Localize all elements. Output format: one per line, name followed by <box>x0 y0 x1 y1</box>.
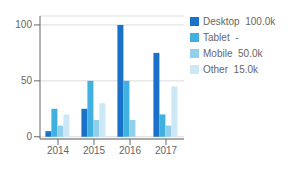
svg-text:2014: 2014 <box>47 145 70 156</box>
svg-text:2017: 2017 <box>155 145 178 156</box>
html-text:Tablet -: Tablet - <box>203 32 239 43</box>
svg-text:0: 0 <box>26 131 32 142</box>
svg-text:2015: 2015 <box>83 145 106 156</box>
html-text:Desktop 100.0k: Desktop 100.0k <box>203 16 276 27</box>
svg-text:100: 100 <box>15 19 32 30</box>
svg-text:50: 50 <box>21 75 33 86</box>
html-text:Other 15.0k: Other 15.0k <box>203 64 258 75</box>
html-text:Mobile 50.0k: Mobile 50.0k <box>203 48 263 59</box>
svg-text:2016: 2016 <box>119 145 142 156</box>
